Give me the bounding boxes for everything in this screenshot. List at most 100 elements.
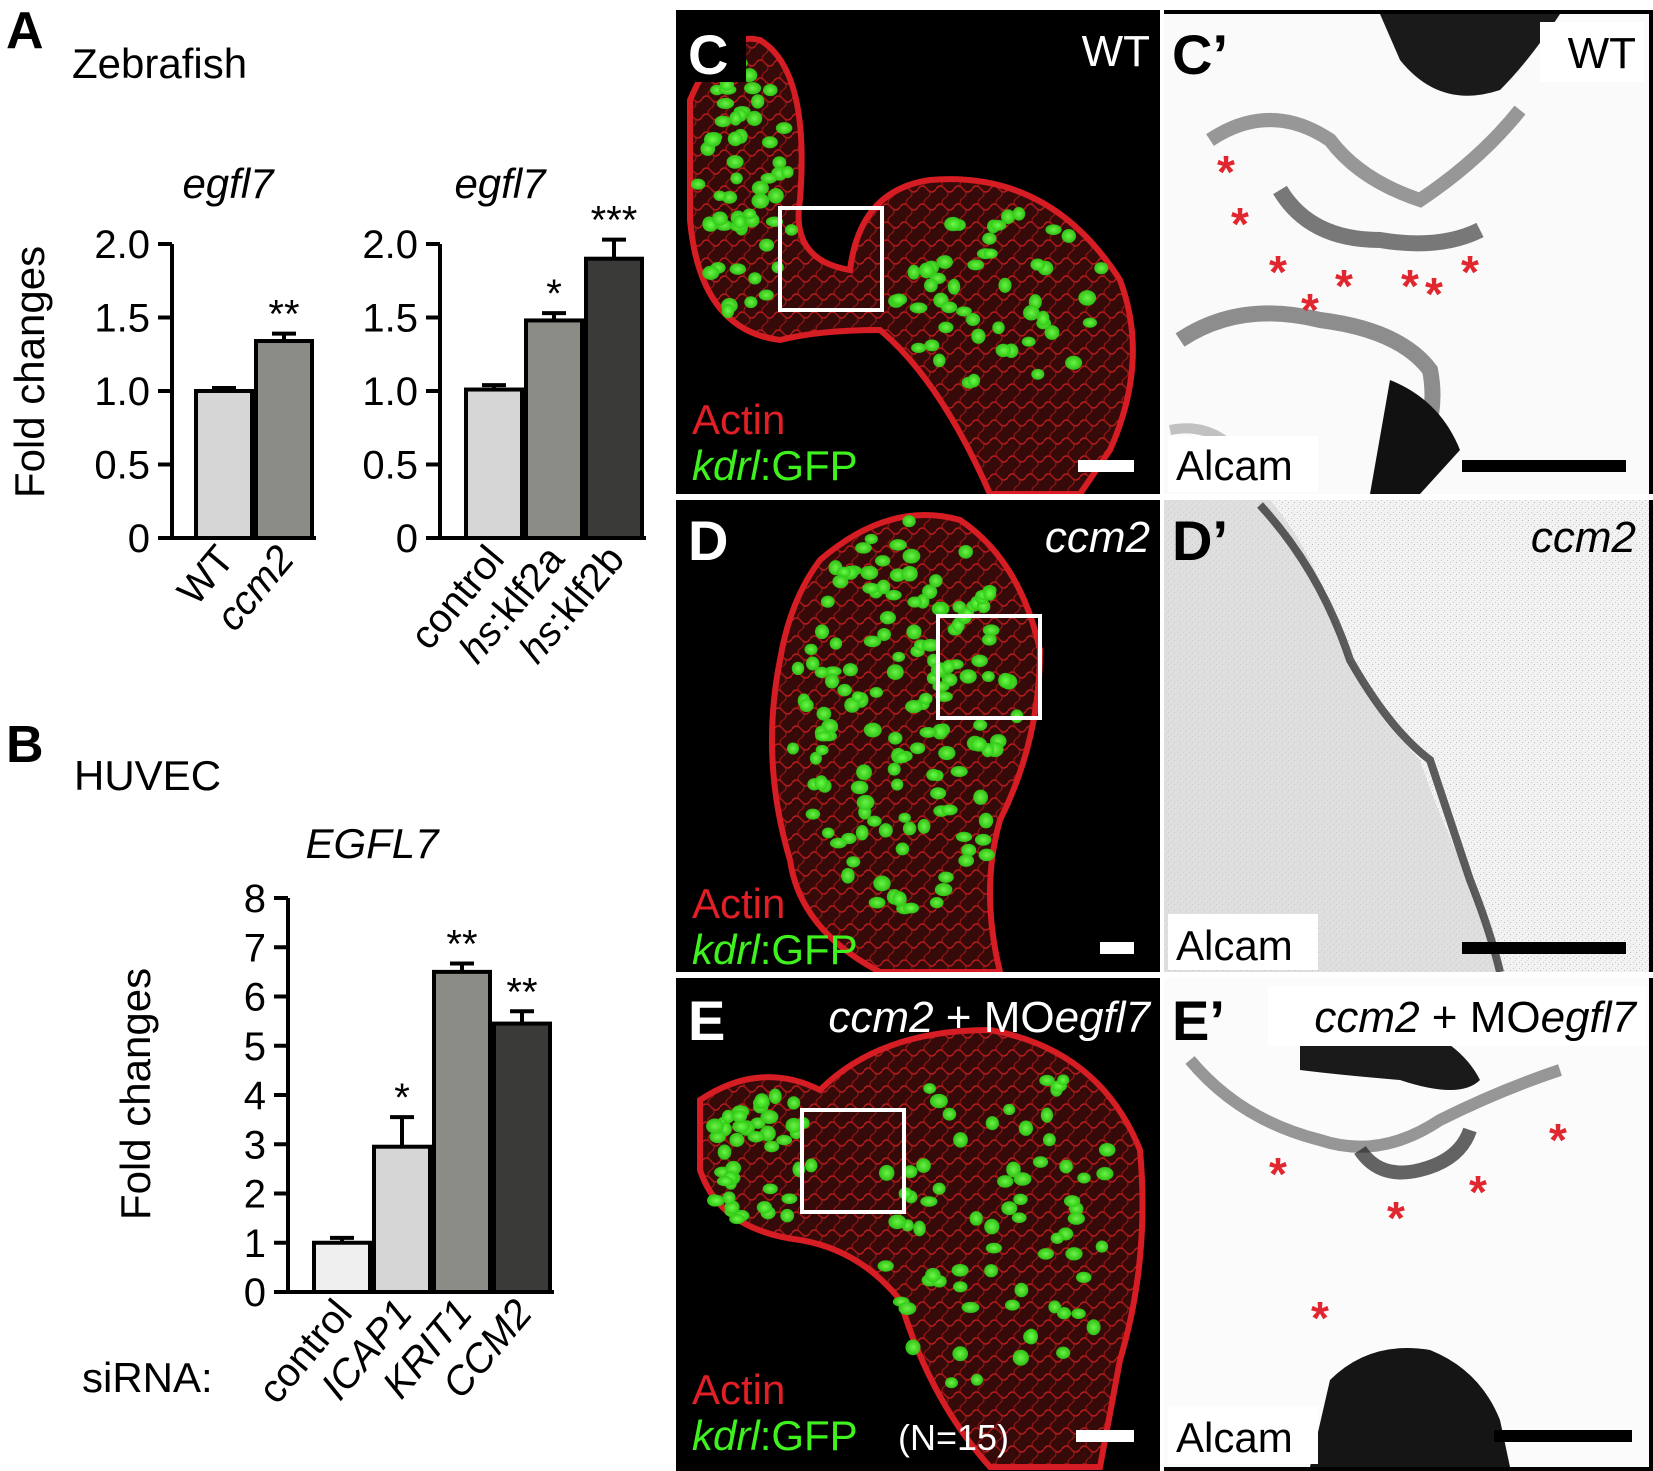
gfp-nucleus	[868, 896, 886, 909]
gfp-nucleus	[929, 574, 943, 588]
gfp-nucleus	[902, 515, 916, 528]
roi-box-e	[800, 1108, 906, 1214]
gfp-nucleus	[829, 637, 843, 650]
gfp-nucleus	[850, 780, 869, 795]
gfp-nucleus	[711, 211, 728, 226]
gfp-nucleus	[855, 824, 869, 841]
micrograph-c: C WT Actin kdrl:GFP	[680, 14, 1160, 497]
gfp-nucleus	[744, 82, 762, 95]
gfp-nucleus	[1059, 1159, 1073, 1174]
asterisk-marker: *	[1549, 1114, 1567, 1166]
gfp-nucleus	[982, 232, 997, 245]
gfp-nucleus	[761, 136, 778, 149]
gfp-nucleus	[772, 156, 787, 169]
bar	[312, 1240, 372, 1294]
panel-d-condition: ccm2	[1045, 513, 1150, 562]
chart-title: egfl7	[454, 160, 547, 207]
bar	[432, 969, 492, 1294]
gfp-nucleus	[842, 663, 858, 677]
gfp-nucleus	[1023, 305, 1040, 321]
gfp-nucleus	[907, 264, 921, 280]
gfp-nucleus	[929, 896, 944, 909]
chart-a2: egfl700.51.01.52.0control*hs:klf2a***hs:…	[362, 160, 646, 671]
panel-b-title: HUVEC	[74, 752, 221, 799]
gfp-nucleus	[862, 582, 880, 594]
gfp-nucleus	[916, 1158, 931, 1173]
y-tick-label: 5	[244, 1025, 266, 1069]
roi-box-c	[778, 206, 884, 312]
gfp-nucleus	[891, 778, 904, 791]
asterisk-marker: *	[1311, 1292, 1329, 1344]
y-tick-label: 0	[396, 517, 418, 561]
gfp-nucleus	[956, 306, 972, 317]
gfp-nucleus	[1021, 336, 1036, 347]
gfp-nucleus	[933, 603, 947, 615]
gfp-nucleus	[1040, 1107, 1053, 1123]
gfp-nucleus	[932, 1182, 946, 1195]
gfp-nucleus	[1030, 258, 1046, 271]
panel-d-prime-letter: D’	[1172, 509, 1228, 572]
gfp-nucleus	[785, 1117, 802, 1134]
gfp-nucleus	[768, 1088, 782, 1105]
gfp-nucleus	[995, 343, 1012, 358]
gfp-nucleus	[1006, 1161, 1021, 1178]
y-tick-label: 2	[244, 1173, 266, 1217]
gfp-nucleus	[867, 815, 882, 827]
gfp-nucleus	[787, 1096, 801, 1110]
bar	[584, 256, 644, 540]
gfp-nucleus	[938, 871, 954, 883]
gfp-nucleus	[950, 766, 968, 777]
gfp-nucleus	[898, 812, 911, 823]
gfp-nucleus	[690, 178, 706, 190]
gfp-nucleus	[805, 656, 820, 671]
gfp-nucleus	[878, 823, 893, 838]
gfp-nucleus	[733, 214, 747, 229]
gfp-nucleus	[1056, 1307, 1072, 1320]
gfp-nucleus	[726, 155, 744, 169]
gfp-nucleus	[913, 1220, 926, 1237]
gfp-nucleus	[747, 1130, 765, 1143]
gfp-nucleus	[952, 600, 966, 613]
asterisk-marker: *	[1269, 1148, 1287, 1200]
panel-d-actin-label: Actin	[692, 880, 785, 927]
gfp-nucleus	[784, 224, 799, 236]
gfp-nucleus	[958, 854, 975, 867]
y-tick-label: 0.5	[94, 444, 150, 488]
gfp-nucleus	[1071, 1308, 1086, 1320]
gfp-nucleus	[879, 611, 896, 625]
gfp-nucleus	[763, 84, 778, 97]
gfp-nucleus	[721, 1109, 735, 1124]
gfp-nucleus	[1024, 1328, 1038, 1345]
gfp-nucleus	[1001, 209, 1016, 225]
gfp-nucleus	[767, 188, 784, 204]
gfp-nucleus	[930, 787, 947, 800]
panel-d-prime-condition: ccm2	[1531, 513, 1636, 562]
panel-e-prime-condition: ccm2 + MOegfl7	[1314, 993, 1637, 1042]
gfp-nucleus	[878, 1164, 895, 1181]
gfp-nucleus	[911, 342, 927, 354]
asterisk-marker: *	[1401, 260, 1419, 312]
asterisk-marker: *	[1387, 1192, 1405, 1244]
gfp-nucleus	[898, 1302, 917, 1315]
panel-c-condition: WT	[1082, 27, 1150, 76]
gfp-nucleus	[888, 1214, 907, 1230]
gfp-nucleus	[760, 172, 778, 184]
gfp-nucleus	[919, 726, 937, 738]
gfp-nucleus	[923, 1083, 937, 1094]
gfp-nucleus	[1014, 1282, 1029, 1298]
gfp-nucleus	[902, 548, 921, 564]
gfp-nucleus	[748, 272, 762, 285]
scale-bar-c	[1078, 460, 1134, 472]
gfp-nucleus	[1067, 1212, 1085, 1225]
panel-e-prime-letter: E’	[1172, 989, 1225, 1052]
gfp-nucleus	[855, 542, 872, 554]
gfp-nucleus	[703, 132, 722, 147]
gfp-nucleus	[829, 837, 847, 849]
panel-b-ylabel: Fold changes	[112, 968, 159, 1220]
asterisk-marker: *	[1301, 284, 1319, 336]
significance-mark: **	[446, 923, 477, 967]
gfp-nucleus	[1031, 368, 1045, 380]
panel-c-letter: C	[688, 23, 728, 86]
gfp-nucleus	[1095, 1240, 1109, 1253]
gfp-nucleus	[814, 666, 829, 679]
